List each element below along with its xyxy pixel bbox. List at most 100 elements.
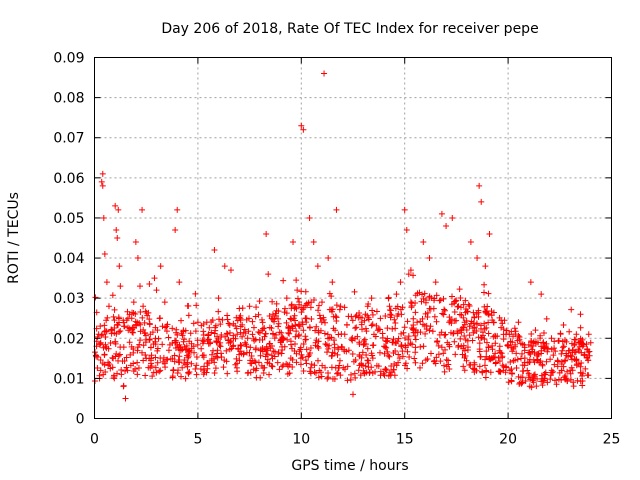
- data-point: [477, 353, 484, 360]
- data-point: [192, 365, 199, 372]
- data-point: [496, 314, 503, 321]
- data-point: [97, 367, 104, 374]
- data-point: [101, 322, 108, 329]
- data-point: [498, 324, 505, 331]
- data-point: [341, 348, 348, 355]
- data-point: [369, 355, 376, 362]
- data-point: [102, 368, 109, 375]
- data-point: [505, 379, 512, 386]
- data-point: [412, 344, 419, 351]
- data-point: [157, 367, 164, 374]
- data-point: [113, 226, 120, 233]
- data-point: [396, 355, 403, 362]
- y-tick-label: 0.02: [53, 331, 84, 347]
- data-point: [522, 377, 529, 384]
- data-point: [403, 226, 410, 233]
- data-point: [526, 349, 533, 356]
- data-point: [322, 364, 329, 371]
- data-point: [519, 379, 526, 386]
- data-point: [315, 345, 322, 352]
- data-point: [130, 367, 137, 374]
- data-point: [569, 349, 576, 356]
- data-point: [230, 320, 237, 327]
- data-point: [455, 342, 462, 349]
- data-point: [498, 350, 505, 357]
- data-point: [410, 272, 417, 279]
- data-point: [273, 300, 280, 307]
- data-point: [487, 356, 494, 363]
- data-point: [401, 324, 408, 331]
- data-point: [433, 338, 440, 345]
- data-point: [315, 374, 322, 381]
- data-point: [431, 295, 438, 302]
- data-point: [318, 299, 325, 306]
- data-point: [181, 360, 188, 367]
- data-point: [154, 359, 161, 366]
- data-point: [184, 359, 191, 366]
- data-point: [197, 366, 204, 373]
- data-point: [252, 367, 259, 374]
- data-point: [328, 334, 335, 341]
- data-point: [427, 305, 434, 312]
- data-point: [446, 365, 453, 372]
- data-point: [345, 347, 352, 354]
- data-point: [443, 356, 450, 363]
- data-point: [482, 374, 489, 381]
- data-point: [441, 362, 448, 369]
- data-point: [139, 206, 146, 213]
- data-point: [192, 328, 199, 335]
- data-point: [461, 333, 468, 340]
- data-point: [295, 322, 302, 329]
- data-point: [365, 360, 372, 367]
- data-point: [259, 344, 266, 351]
- data-point: [429, 328, 436, 335]
- data-point: [483, 348, 490, 355]
- data-point: [352, 374, 359, 381]
- data-point: [551, 361, 558, 368]
- data-point: [146, 316, 153, 323]
- data-point: [353, 324, 360, 331]
- data-point: [321, 319, 328, 326]
- data-point: [433, 354, 440, 361]
- data-point: [442, 346, 449, 353]
- data-point: [558, 358, 565, 365]
- data-point: [391, 361, 398, 368]
- data-point: [173, 337, 180, 344]
- data-point: [393, 291, 400, 298]
- data-point: [470, 309, 477, 316]
- data-point: [563, 352, 570, 359]
- data-point: [274, 359, 281, 366]
- data-point: [385, 352, 392, 359]
- data-point: [313, 323, 320, 330]
- data-point: [245, 369, 252, 376]
- data-point: [134, 359, 141, 366]
- data-point: [221, 263, 228, 270]
- data-point: [334, 351, 341, 358]
- data-point: [438, 344, 445, 351]
- data-point: [349, 317, 356, 324]
- data-point: [122, 367, 129, 374]
- data-point: [492, 333, 499, 340]
- data-point: [253, 374, 260, 381]
- data-point: [239, 333, 246, 340]
- data-point: [568, 306, 575, 313]
- data-point: [256, 298, 263, 305]
- data-point: [382, 343, 389, 350]
- data-point: [404, 365, 411, 372]
- data-point: [543, 315, 550, 322]
- data-point: [419, 360, 426, 367]
- data-point: [146, 336, 153, 343]
- data-point: [525, 370, 532, 377]
- data-point: [356, 339, 363, 346]
- data-point: [538, 350, 545, 357]
- data-point: [460, 363, 467, 370]
- data-point: [307, 304, 314, 311]
- data-point: [102, 341, 109, 348]
- data-point: [519, 374, 526, 381]
- data-point: [567, 370, 574, 377]
- data-point: [144, 312, 151, 319]
- data-point: [134, 255, 141, 262]
- data-point: [299, 354, 306, 361]
- data-point: [204, 360, 211, 367]
- data-point: [135, 364, 142, 371]
